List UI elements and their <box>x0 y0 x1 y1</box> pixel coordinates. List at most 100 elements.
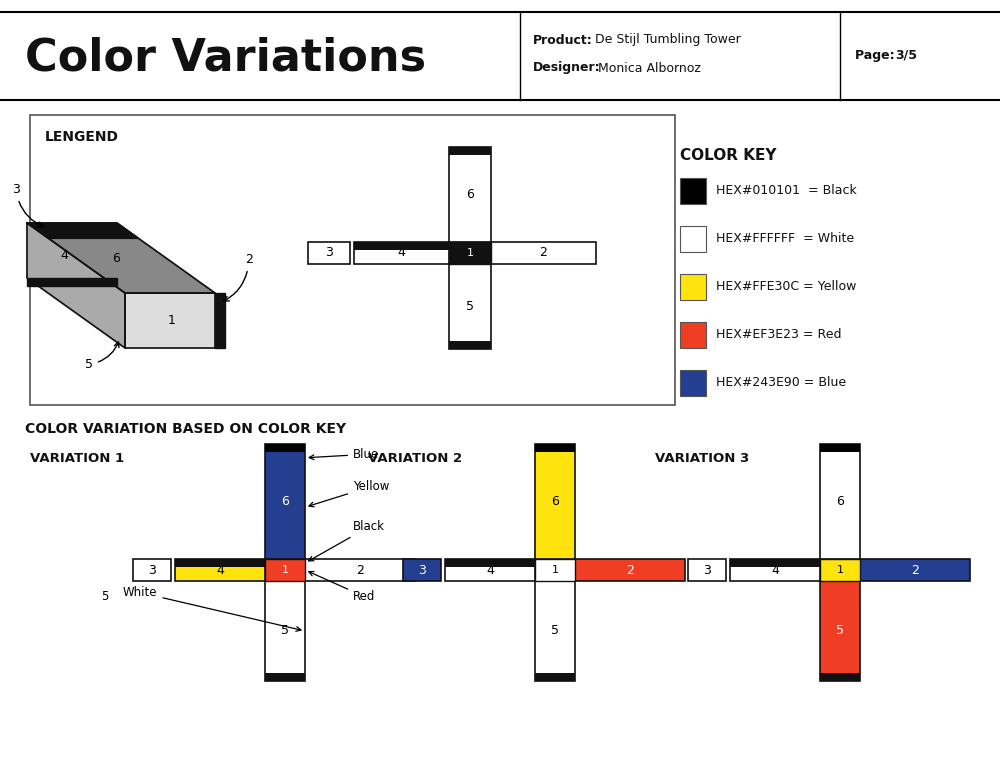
Text: 4: 4 <box>486 564 494 577</box>
Text: Page:: Page: <box>855 49 899 62</box>
Bar <box>535 559 575 581</box>
Text: 3: 3 <box>703 564 711 577</box>
Bar <box>680 370 706 396</box>
Text: 3: 3 <box>325 246 333 259</box>
Text: 3/5: 3/5 <box>895 49 917 62</box>
Text: 3: 3 <box>418 564 426 577</box>
Text: 1: 1 <box>168 314 176 327</box>
Bar <box>449 147 491 242</box>
Text: Product:: Product: <box>533 33 593 46</box>
Text: White: White <box>123 586 301 631</box>
Bar <box>403 559 441 581</box>
Bar <box>820 444 860 559</box>
Bar <box>535 581 575 681</box>
Text: 6: 6 <box>281 495 289 508</box>
Text: VARIATION 3: VARIATION 3 <box>655 452 749 465</box>
Bar <box>680 274 706 300</box>
Text: VARIATION 1: VARIATION 1 <box>30 452 124 465</box>
Polygon shape <box>27 223 139 239</box>
Bar <box>730 559 820 581</box>
Text: 1: 1 <box>466 248 474 258</box>
Bar <box>820 581 860 681</box>
Text: 6: 6 <box>836 495 844 508</box>
Bar <box>820 559 860 581</box>
Text: 5: 5 <box>101 590 108 602</box>
Polygon shape <box>215 293 225 348</box>
Text: 3: 3 <box>12 183 43 227</box>
Text: 2: 2 <box>356 564 364 577</box>
Bar <box>688 559 726 581</box>
Bar <box>449 341 491 349</box>
Text: COLOR KEY: COLOR KEY <box>680 148 776 163</box>
Bar <box>265 559 305 581</box>
Bar <box>680 178 706 204</box>
Text: 6: 6 <box>466 188 474 201</box>
Text: 1: 1 <box>552 565 558 575</box>
Text: 1: 1 <box>282 565 288 575</box>
Bar <box>535 444 575 559</box>
Text: 5: 5 <box>551 625 559 638</box>
Text: 4: 4 <box>398 246 405 259</box>
Text: 6: 6 <box>551 495 559 508</box>
Text: 5: 5 <box>281 625 289 638</box>
Bar <box>449 147 491 155</box>
Text: HEX#243E90 = Blue: HEX#243E90 = Blue <box>716 377 846 390</box>
Text: 4: 4 <box>216 564 224 577</box>
Text: Yellow: Yellow <box>309 480 389 507</box>
Text: 5: 5 <box>836 625 844 638</box>
Text: HEX#FFFFFF  = White: HEX#FFFFFF = White <box>716 232 854 245</box>
Text: COLOR VARIATION BASED ON COLOR KEY: COLOR VARIATION BASED ON COLOR KEY <box>25 422 346 436</box>
Text: 3: 3 <box>148 564 156 577</box>
Bar <box>491 242 596 264</box>
Bar <box>265 673 305 681</box>
Text: HEX#EF3E23 = Red: HEX#EF3E23 = Red <box>716 329 842 341</box>
Text: VARIATION 2: VARIATION 2 <box>368 452 462 465</box>
Text: 4: 4 <box>60 249 68 262</box>
Text: 4: 4 <box>771 564 779 577</box>
Bar <box>175 559 265 567</box>
Bar <box>820 444 860 452</box>
Polygon shape <box>27 278 117 286</box>
Bar <box>449 264 491 349</box>
Text: 1: 1 <box>836 565 844 575</box>
Text: 5: 5 <box>85 342 119 371</box>
Bar <box>575 559 685 581</box>
Bar <box>445 559 535 567</box>
Polygon shape <box>125 293 215 348</box>
Bar <box>730 559 820 567</box>
Bar <box>680 322 706 348</box>
Text: 6: 6 <box>112 252 120 265</box>
Bar <box>30 115 675 405</box>
Text: Color Variations: Color Variations <box>25 36 426 80</box>
Bar <box>175 559 265 581</box>
Bar <box>308 242 350 264</box>
Bar <box>449 242 491 264</box>
Bar <box>265 581 305 681</box>
Polygon shape <box>27 223 125 348</box>
Text: Red: Red <box>309 571 375 603</box>
Text: HEX#FFE30C = Yellow: HEX#FFE30C = Yellow <box>716 280 856 293</box>
Text: Monica Albornoz: Monica Albornoz <box>598 62 701 75</box>
Bar <box>535 444 575 452</box>
Bar <box>354 242 449 264</box>
Bar <box>535 673 575 681</box>
Text: 2: 2 <box>540 246 547 259</box>
Text: De Stijl Tumbling Tower: De Stijl Tumbling Tower <box>595 33 741 46</box>
Bar <box>680 226 706 252</box>
Bar <box>305 559 415 581</box>
Bar <box>354 242 449 250</box>
Text: HEX#010101  = Black: HEX#010101 = Black <box>716 185 857 198</box>
Polygon shape <box>27 223 215 293</box>
Text: Designer:: Designer: <box>533 62 601 75</box>
Text: 2: 2 <box>224 253 253 301</box>
Bar <box>133 559 171 581</box>
Text: 2: 2 <box>626 564 634 577</box>
Text: Black: Black <box>309 520 385 561</box>
Bar <box>265 444 305 452</box>
Bar <box>265 444 305 559</box>
Bar <box>860 559 970 581</box>
Bar <box>445 559 535 581</box>
Text: 5: 5 <box>466 300 474 313</box>
Text: LENGEND: LENGEND <box>45 130 119 144</box>
Text: 2: 2 <box>911 564 919 577</box>
